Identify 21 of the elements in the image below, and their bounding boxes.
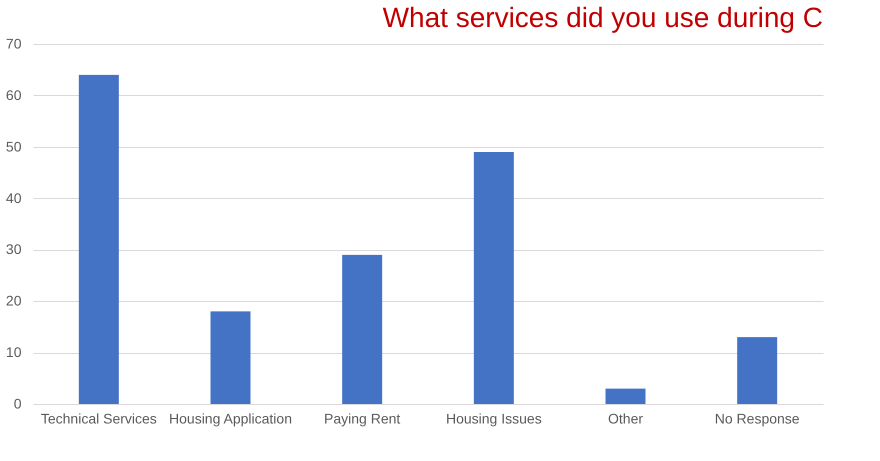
bar	[474, 152, 514, 404]
x-tick-label: Paying Rent	[324, 410, 400, 426]
y-tick-label: 40	[6, 190, 22, 206]
bar	[606, 388, 646, 404]
y-tick-label: 60	[6, 86, 22, 103]
chart-title: What services did you use during C	[382, 2, 823, 33]
y-tick-label: 50	[6, 138, 22, 154]
bar	[78, 74, 119, 404]
y-tick-label: 70	[6, 36, 22, 52]
y-tick-label: 30	[6, 241, 22, 258]
y-tick-label: 20	[6, 292, 22, 309]
y-tick-label: 0	[14, 396, 22, 412]
x-tick-label: Technical Services	[40, 410, 157, 426]
x-tick-label: Other	[608, 410, 644, 426]
x-tick-label: Housing Application	[169, 410, 292, 426]
bar	[210, 311, 250, 404]
x-tick-label: No Response	[714, 410, 800, 426]
y-tick-label: 10	[6, 344, 22, 360]
bar	[737, 337, 778, 404]
bar	[342, 254, 382, 404]
x-tick-label: Housing Issues	[446, 410, 542, 426]
